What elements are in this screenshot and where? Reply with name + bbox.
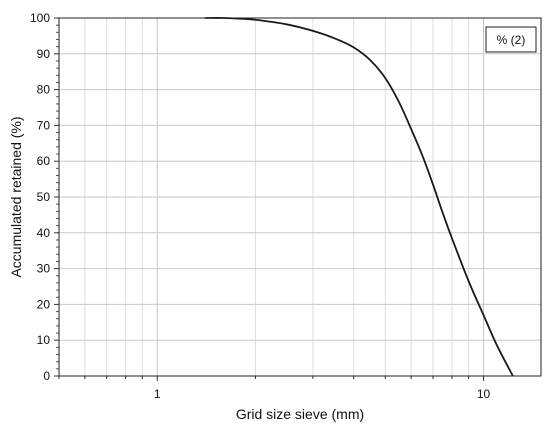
y-tick-label: 100 — [30, 11, 50, 25]
series-line — [204, 17, 514, 377]
y-tick-label: 80 — [37, 83, 51, 97]
x-axis-title: Grid size sieve (mm) — [236, 406, 364, 422]
x-tick-label: 10 — [477, 387, 491, 401]
y-tick-labels: 0 10 20 30 40 50 60 70 80 90 100 — [30, 11, 50, 383]
legend-label: % (2) — [497, 33, 526, 47]
y-tick-label: 10 — [37, 333, 51, 347]
y-tick-label: 60 — [37, 154, 51, 168]
legend-box — [485, 26, 537, 53]
y-tick-label: 50 — [37, 190, 51, 204]
series-layer — [204, 17, 514, 377]
major-ticks — [54, 17, 59, 377]
x-tick-label: 1 — [154, 387, 161, 401]
y-tick-label: 70 — [37, 118, 51, 132]
grid-lines — [58, 17, 541, 377]
x-tick-labels: 1 10 — [154, 387, 491, 401]
y-tick-label: 30 — [37, 262, 51, 276]
y-tick-label: 90 — [37, 47, 51, 61]
y-tick-label: 0 — [43, 369, 50, 383]
y-axis-title: Accumulated retained (%) — [8, 116, 24, 277]
legend: % (2) — [485, 26, 537, 53]
y-tick-label: 20 — [37, 297, 51, 311]
plot-frame — [58, 17, 542, 377]
y-tick-label: 40 — [37, 226, 51, 240]
minor-ticks — [56, 24, 485, 381]
